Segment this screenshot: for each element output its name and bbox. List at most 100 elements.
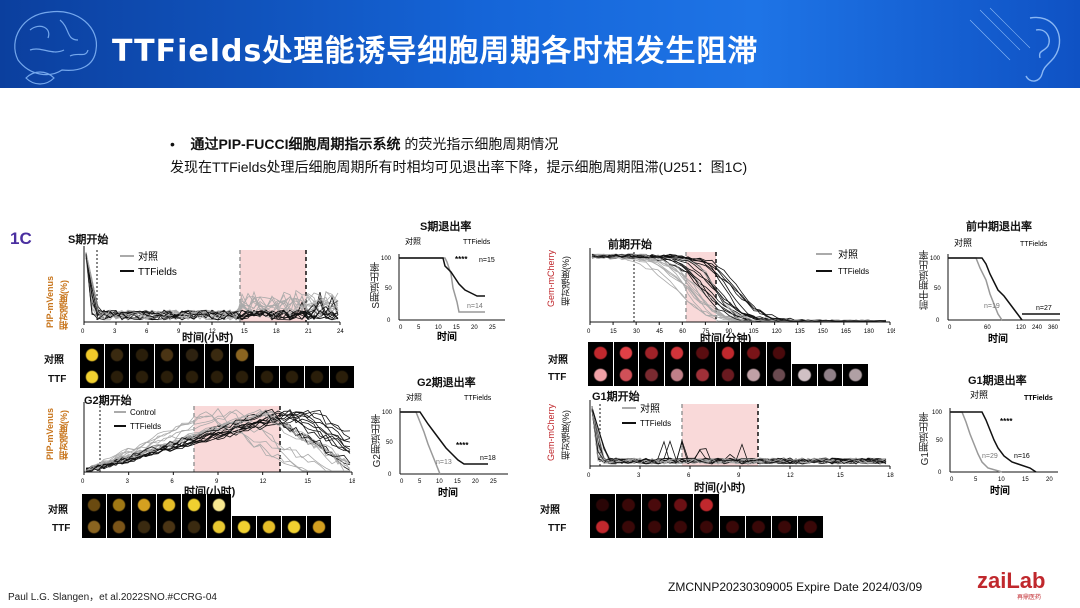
g1-chart: 0 3 6 9 12 15 18 对照 TTFields [587,400,894,479]
s-row-ttf-label: TTF [48,374,67,385]
cell-thumbnail [130,366,154,388]
axis-tick-label: 90 [725,329,732,335]
prophase-ylabel-top: Gem-mCherry [546,250,556,308]
g2-legend-ttf: TTFields [130,422,161,431]
cell-thumbnail [642,494,667,516]
s-exit-title: S期退出率 [420,221,472,233]
cell-thumbnail [613,342,638,364]
axis-tick-label: 0 [81,479,85,485]
axis-tick-label: 12 [787,473,794,479]
cell-thumbnail [690,342,715,364]
g2-exit-xtick: 15 [454,479,461,485]
cell-thumbnail [668,516,693,538]
cell-thumbnail [307,516,331,538]
axis-tick-label: 15 [837,473,844,479]
axis-tick-label: 195 [887,329,895,335]
axis-tick-label: 3 [113,329,117,335]
axis-tick-label: 12 [209,329,216,335]
g1-exit-xtick: 0 [950,477,954,483]
trace-line [85,253,339,321]
g1-xlabel: 时间(小时) [694,482,746,494]
cell-thumbnail [690,364,715,386]
s-legend-ctrl: 对照 [138,250,158,263]
s-exit-xlabel: 时间 [437,330,457,342]
g1-exit-sig: **** [1000,417,1013,426]
summary-bullet: • 通过PIP-FUCCI细胞周期指示系统 的荧光指示细胞周期情况 [170,134,558,154]
cell-thumbnail [132,494,156,516]
g2-ylabel-top: PIP-mVenus [45,408,55,461]
cell-thumbnail [107,494,131,516]
axis-tick-label: 15 [610,329,617,335]
logo-sub: 再鼎医药 [1017,593,1041,601]
cell-thumbnail [843,364,868,386]
g1-exit-ytick: 0 [938,470,942,476]
cell-thumbnail [205,366,229,388]
cell-thumbnail [590,516,615,538]
axis-tick-label: 21 [305,329,312,335]
cell-thumbnail [792,364,817,386]
cell-thumbnail [668,494,693,516]
axis-tick-label: 9 [215,479,219,485]
g1-legend-ttf: TTFields [640,419,671,428]
cell-thumbnail [280,366,304,388]
cell-thumbnail [80,366,104,388]
g1-ylabel-top: Gem-mCherry [546,404,556,462]
trace-line [85,252,339,320]
prometa-xtick: 240 [1032,325,1043,331]
g1-exit-n-ttf: n=16 [1014,453,1030,460]
cell-thumbnail [132,516,156,538]
prometa-n-ctrl: n=19 [984,303,1000,310]
cell-thumbnail [82,494,106,516]
axis-tick-label: 150 [818,329,829,335]
cell-thumbnail [155,366,179,388]
citation: Paul L.G. Slangen，et al.2022SNO.#CCRG-04 [8,592,217,603]
cell-thumbnail [613,364,638,386]
bullet-symbol: • [170,136,175,152]
cell-thumbnail [182,494,206,516]
cell-thumbnail [255,366,279,388]
axis-tick-label: 6 [687,473,691,479]
trace-line [591,407,887,465]
prometa-exit-chart: 对照 TTFields n=19 n=27 0 50 100 0 60 120 … [930,237,1060,344]
trace-line [85,412,351,471]
g2-legend-ctrl: Control [130,408,156,417]
s-exit-ytick-50: 50 [385,286,392,292]
p-row-ttf-label: TTF [548,372,567,383]
cell-thumbnail [798,516,823,538]
page-title: TTFields处理能诱导细胞周期各时相发生阻滞 [112,34,759,69]
trace-line [85,256,339,321]
axis-tick-label: 3 [637,473,641,479]
axis-tick-label: 30 [633,329,640,335]
g2-exit-legend-ttf: TTFields [464,395,492,402]
g2-exit-n-ttf: n=18 [480,455,496,462]
prometa-ylabel: 前中期退出率 [920,250,931,310]
cell-thumbnail [715,342,740,364]
axis-tick-label: 18 [887,473,894,479]
g1-exit-xtick: 15 [1022,477,1029,483]
trace-line [591,254,887,322]
g2-exit-ytick: 50 [386,440,393,446]
prophase-ylabel-bottom: 相对强度(%) [561,256,571,306]
trace-line [85,411,350,472]
s-row-ctrl-label: 对照 [44,355,64,366]
trace-line [591,407,887,465]
header-banner: TTFields处理能诱导细胞周期各时相发生阻滞 [0,0,1080,88]
trace-line [591,253,886,322]
g1-exit-legend-ctrl: 对照 [970,389,988,400]
prometa-xtick: 60 [984,325,991,331]
s-exit-xtick: 5 [417,325,421,331]
prometa-xtick: 360 [1048,325,1059,331]
axis-tick-label: 24 [337,329,344,335]
trace-line [85,408,351,472]
s-legend-ttf: TTFields [138,267,177,278]
s-exit-n-ttf: n=15 [479,257,495,264]
g2-exit-xtick: 5 [418,479,422,485]
g2-exit-ytick: 100 [382,410,393,416]
g2-exit-chart: 对照 TTFields **** n=18 n=13 0 50 100 0 5 … [382,392,508,499]
s-exit-ylabel: S期退出率 [371,262,382,309]
s-exit-xtick: 20 [471,325,478,331]
cell-thumbnail [766,342,791,364]
g2-exit-xtick: 0 [400,479,404,485]
doc-code: ZMCNNP20230309005 Expire Date 2024/03/09 [668,580,923,594]
cell-thumbnail [746,516,771,538]
